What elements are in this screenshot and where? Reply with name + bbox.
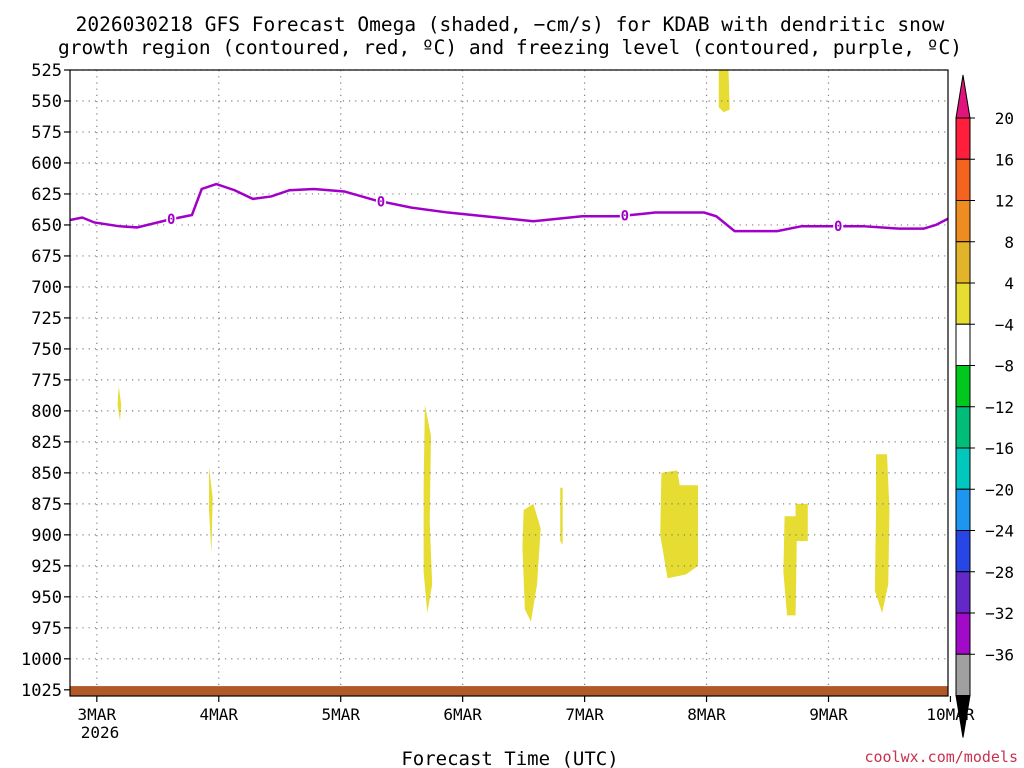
freezing-label-bg [166,212,177,227]
y-tick-label-775: 775 [31,371,62,391]
plot-frame [69,69,949,697]
y-tick-label-1025: 1025 [21,681,62,701]
y-tick-label-700: 700 [31,278,62,298]
colorbar-label-1: 20 [995,109,1014,128]
freezing-label-bg [619,208,630,223]
freezing-label-bg [375,194,386,209]
colorbar-label-14: −36 [985,645,1014,664]
freezing-level-label-3: 0 [621,209,629,225]
colorbar-segment-5 [955,282,971,325]
omega-blob-1 [718,70,730,113]
freezing-level-line [70,182,948,233]
y-tick-label-750: 750 [31,340,62,360]
x-axis-title: Forecast Time (UTC) [401,748,618,768]
colorbar-segment-12 [955,571,971,614]
colorbar-segment-6 [955,323,971,366]
colorbar-segment-9 [955,447,971,490]
surface-band [70,686,948,696]
omega-blob-3 [209,466,213,554]
omega-blob-9 [874,454,890,613]
omega-blob-4 [423,404,433,613]
x-tick-label-9MAR: 9MAR [809,705,848,724]
colorbar-segment-1 [955,117,971,160]
colorbar-label-3: 12 [995,192,1014,211]
colorbar-label-9: −16 [985,439,1014,458]
y-tick-label-800: 800 [31,402,62,422]
colorbar-label-2: 16 [995,150,1014,169]
freezing-level-label-1: 0 [167,212,175,228]
x-axis-sublabel: 2026 [81,723,120,742]
x-tick-label-4MAR: 4MAR [200,705,239,724]
y-tick-label-600: 600 [31,154,62,174]
chart-title-line1: 2026030218 GFS Forecast Omega (shaded, −… [76,13,945,36]
colorbar-segment-8 [955,406,971,449]
y-tick-label-950: 950 [31,588,62,608]
omega-blob-8 [783,503,808,616]
colorbar-legend: 20 16 12 8 4 −4 −8 −12 −16 −20 −24 −28 −32 −36 [955,74,1014,738]
colorbar-label-10: −20 [985,480,1014,499]
y-tick-label-925: 925 [31,557,62,577]
y-tick-label-825: 825 [31,433,62,453]
freezing-level-label-2: 0 [377,194,385,210]
colorbar-label-6: −4 [995,315,1014,334]
y-tick-label-1000: 1000 [21,650,62,670]
omega-blob-6 [560,487,563,545]
colorbar-label-8: −12 [985,398,1014,417]
y-tick-label-675: 675 [31,247,62,267]
freezing-label-bg [833,219,844,234]
freezing-level-label-4: 0 [834,219,842,235]
y-tick-label-550: 550 [31,92,62,112]
y-tick-label-625: 625 [31,185,62,205]
colorbar-label-13: −32 [985,604,1014,623]
colorbar-segment-13 [955,612,971,655]
surface-terrain [70,686,948,696]
colorbar-segment-14 [955,653,971,696]
colorbar-segment-11 [955,530,971,573]
colorbar-bottom-arrow [955,695,971,738]
y-axis: 525 550 575 600 625 650 675 700 725 750 775 800 825 8… [21,61,70,701]
colorbar-segment-7 [955,365,971,408]
colorbar-label-7: −8 [995,357,1014,376]
credit-text: coolwx.com/models [864,748,1018,766]
x-tick-label-5MAR: 5MAR [321,705,360,724]
colorbar-segment-4 [955,241,971,284]
chart-title-line2: growth region (contoured, red, ºC) and f… [58,36,962,59]
plot-area: 0 0 0 0 525 550 575 600 625 650 675 700 725 750 775 80… [21,61,975,724]
omega-blob-5 [522,503,541,622]
x-tick-label-6MAR: 6MAR [443,705,482,724]
colorbar-label-12: −28 [985,563,1014,582]
omega-shading-layer [117,70,890,622]
colorbar-segment-10 [955,488,971,531]
omega-blob-7 [660,470,699,579]
x-tick-label-3MAR: 3MAR [78,705,117,724]
y-tick-label-850: 850 [31,464,62,484]
omega-blob-2 [117,386,122,421]
colorbar-segment-2 [955,158,971,201]
freezing-level-contour: 0 0 0 0 [70,182,948,235]
colorbar-label-5: 4 [1004,274,1014,293]
x-tick-label-7MAR: 7MAR [565,705,604,724]
colorbar-label-4: 8 [1004,233,1014,252]
x-tick-label-8MAR: 8MAR [687,705,726,724]
y-tick-label-575: 575 [31,123,62,143]
y-tick-label-725: 725 [31,309,62,329]
y-tick-label-975: 975 [31,619,62,639]
y-tick-label-650: 650 [31,216,62,236]
y-tick-label-900: 900 [31,526,62,546]
y-tick-label-525: 525 [31,61,62,81]
colorbar-segment-3 [955,200,971,243]
colorbar-label-11: −24 [985,522,1014,541]
y-tick-label-875: 875 [31,495,62,515]
